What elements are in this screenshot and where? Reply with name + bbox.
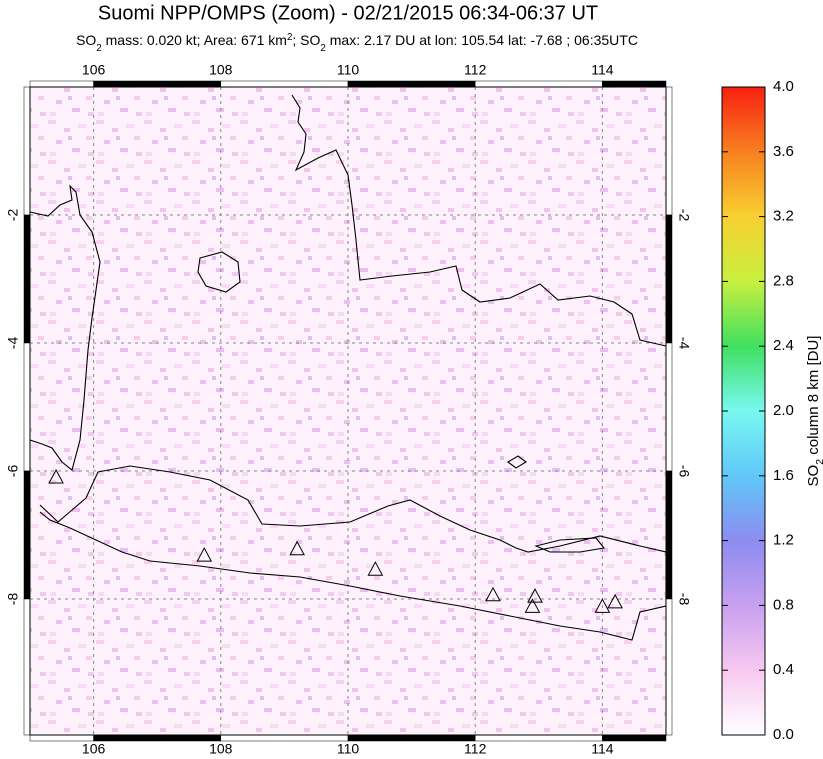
- y-tick-label-right: -4: [676, 337, 692, 350]
- colorbar-tick-label: 4.0: [773, 78, 794, 95]
- x-tick-label-top: 106: [82, 62, 106, 78]
- colorbar-tick-label: 3.6: [773, 143, 794, 160]
- coastlines: [29, 94, 667, 641]
- colorbar-tick-label: 2.4: [773, 337, 794, 354]
- coastline-belitung: [197, 251, 241, 293]
- coastline-island: [507, 455, 527, 469]
- frame-band: [665, 86, 673, 216]
- y-tick-label-right: -2: [676, 209, 692, 222]
- colorbar-tick-label: 2.8: [773, 272, 794, 289]
- x-tick-label-bottom: 112: [464, 741, 487, 757]
- frame-band: [93, 80, 222, 88]
- volcano-marker: [48, 468, 64, 484]
- frame-band: [23, 598, 31, 736]
- volcano-marker: [607, 593, 623, 609]
- x-tick-label-top: 110: [337, 62, 360, 78]
- colorbar-tick-label: 2.0: [773, 402, 794, 419]
- frame-band: [220, 734, 349, 742]
- frame-band: [665, 598, 673, 736]
- text-part: SO: [76, 32, 96, 48]
- x-tick-label-top: 108: [209, 62, 233, 78]
- frame-band: [23, 470, 31, 600]
- volcano-marker: [524, 598, 541, 613]
- frame-band: [29, 734, 94, 742]
- frame-band: [23, 86, 31, 216]
- colorbar-label: SO2 column 8 km [DU]: [805, 336, 823, 487]
- x-tick-label-bottom: 106: [82, 741, 106, 757]
- frame-band: [29, 80, 94, 88]
- x-tick-label-top: 112: [464, 62, 487, 78]
- frame-band: [23, 214, 31, 344]
- title: Suomi NPP/OMPS (Zoom) - 02/21/2015 06:34…: [98, 2, 598, 24]
- volcano-marker: [485, 586, 501, 602]
- frame-band: [474, 734, 603, 742]
- subtitle: SO2 mass: 0.020 kt; Area: 671 km2; SO2 m…: [76, 32, 638, 54]
- frame-band: [665, 214, 673, 344]
- y-tick-label-left: -2: [5, 209, 21, 222]
- frame-band: [347, 734, 476, 742]
- x-tick-label-bottom: 110: [337, 741, 360, 757]
- text-part: max: 2.17 DU at lon: 105.54 lat: -7.68 ;…: [326, 32, 638, 48]
- text-part: SO: [805, 465, 822, 487]
- colorbar-tick-label: 0.0: [773, 726, 794, 743]
- colorbar-tick-label: 0.8: [773, 596, 794, 613]
- y-tick-label-right: -8: [676, 593, 692, 606]
- map-frame: 106 106 108 108 110 110 112 112 114 114 -2 -2 -4 -4 -6…: [5, 62, 693, 757]
- volcano-marker: [196, 547, 213, 562]
- volcano-layer: [48, 468, 623, 613]
- colorbar-axis: 0.0 0.4 0.8 1.2 1.6 2.0 2.4 2.8 3.2 3.6 4.0: [722, 78, 794, 743]
- frame-border: [29, 86, 667, 736]
- x-tick-label-top: 114: [591, 62, 614, 78]
- text-part: 2: [320, 43, 325, 54]
- frame-band: [602, 80, 667, 88]
- frame-band: [665, 470, 673, 600]
- coastline-borneo: [291, 94, 667, 347]
- coastline-java: [39, 465, 667, 641]
- text-part: column 8 km [DU]: [805, 336, 822, 459]
- colorbar: [721, 86, 766, 736]
- grid: [30, 87, 666, 735]
- text-part: 2: [287, 32, 292, 43]
- frame-band: [23, 342, 31, 472]
- coastline-madura: [534, 537, 606, 553]
- volcano-marker: [367, 561, 384, 576]
- text-part: 2: [96, 43, 101, 54]
- volcano-marker: [527, 588, 543, 603]
- y-tick-label-left: -8: [5, 593, 21, 606]
- frame-band: [347, 80, 476, 88]
- volcano-marker: [594, 598, 611, 613]
- colorbar-tick-label: 0.4: [773, 661, 794, 678]
- frame-band: [93, 734, 222, 742]
- y-tick-label-left: -4: [5, 337, 21, 350]
- volcano-marker: [289, 540, 305, 556]
- colorbar-tick-label: 3.2: [773, 208, 794, 225]
- frame-band: [602, 734, 667, 742]
- colorbar-tick-label: 1.2: [773, 532, 794, 549]
- coastline-sumatra: [29, 184, 101, 471]
- frame-band: [665, 342, 673, 472]
- text-part: ; SO: [292, 32, 320, 48]
- colorbar-tick-label: 1.6: [773, 467, 794, 484]
- frame-band: [474, 80, 603, 88]
- y-tick-label-left: -6: [5, 465, 21, 478]
- text-part: mass: 0.020 kt; Area: 671 km: [102, 32, 287, 48]
- text-part: 2: [814, 459, 823, 465]
- x-tick-label-bottom: 114: [591, 741, 614, 757]
- x-tick-label-bottom: 108: [209, 741, 233, 757]
- frame-band: [220, 80, 349, 88]
- y-tick-label-right: -6: [676, 465, 692, 478]
